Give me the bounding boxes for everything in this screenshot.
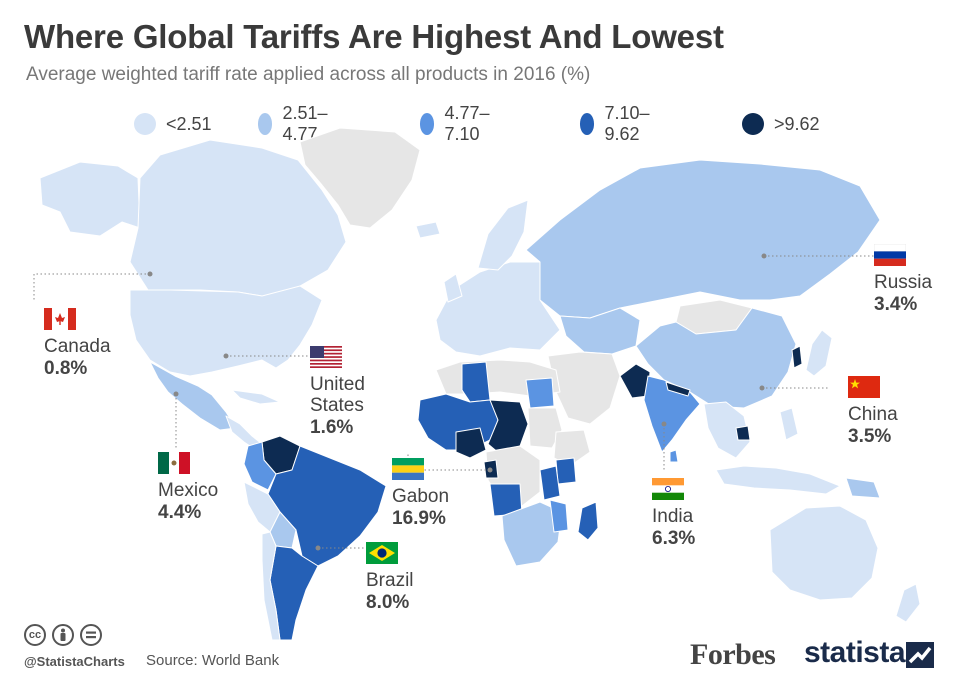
mexico-value: 4.4% bbox=[158, 502, 202, 523]
legend-item-4: 7.10–9.62 bbox=[580, 103, 657, 144]
algeria-region bbox=[461, 361, 491, 403]
gabon-value: 16.9% bbox=[392, 508, 446, 529]
australia-region bbox=[769, 505, 879, 601]
gabon-name: Gabon bbox=[392, 486, 450, 507]
russia-region bbox=[525, 159, 881, 319]
mexico-marker bbox=[173, 391, 179, 397]
gabon-marker bbox=[487, 467, 493, 473]
legend-swatch-2 bbox=[258, 113, 273, 135]
united-states-name: United States bbox=[310, 374, 365, 416]
madagascar-region bbox=[577, 501, 599, 541]
callout-india: India 6.3% bbox=[652, 478, 695, 551]
mozambique-region bbox=[549, 499, 569, 533]
canada-value: 0.8% bbox=[44, 358, 88, 379]
canada-marker bbox=[147, 271, 153, 277]
license-icons: cc bbox=[24, 624, 102, 646]
russia-marker bbox=[761, 253, 767, 259]
legend-label-5: >9.62 bbox=[774, 113, 820, 134]
canada-name: Canada bbox=[44, 336, 111, 357]
kenya-region bbox=[555, 457, 577, 485]
philippines-region bbox=[779, 407, 799, 441]
statista-logo-icon bbox=[906, 642, 934, 668]
callout-mexico: Mexico 4.4% bbox=[158, 452, 218, 525]
alaska-region bbox=[39, 161, 141, 237]
china-marker bbox=[759, 385, 765, 391]
cambodia-region bbox=[735, 425, 751, 441]
india-value: 6.3% bbox=[652, 528, 696, 549]
statista-logo: statista bbox=[804, 636, 906, 669]
source-text: Source: World Bank bbox=[146, 652, 280, 669]
brazil-name: Brazil bbox=[366, 570, 414, 591]
russia-flag-icon bbox=[874, 244, 906, 266]
legend-swatch-1 bbox=[134, 113, 156, 135]
russia-name: Russia bbox=[874, 272, 933, 293]
korea-region bbox=[791, 345, 803, 369]
legend-swatch-4 bbox=[580, 113, 595, 135]
creative-commons-icon: cc bbox=[24, 624, 46, 646]
scandinavia-region bbox=[477, 199, 529, 271]
legend-item-1: <2.51 bbox=[134, 112, 212, 136]
legend-item-3: 4.77–7.10 bbox=[420, 103, 497, 144]
forbes-logo: Forbes bbox=[690, 638, 776, 671]
chart-subtitle: Average weighted tariff rate applied acr… bbox=[26, 64, 591, 85]
statista-handle: @StatistaCharts bbox=[24, 654, 125, 669]
nepal-region bbox=[665, 381, 691, 397]
greenland-region bbox=[299, 127, 421, 229]
nigeria-region bbox=[455, 427, 487, 459]
brazil-marker bbox=[315, 545, 321, 551]
indonesia-region bbox=[715, 465, 841, 495]
chile-region bbox=[261, 531, 281, 641]
callout-gabon: Gabon 16.9% bbox=[392, 458, 449, 531]
china-name: China bbox=[848, 404, 898, 425]
chart-title: Where Global Tariffs Are Highest And Low… bbox=[24, 18, 724, 55]
callout-china: China 3.5% bbox=[848, 376, 898, 449]
usa-region bbox=[129, 285, 323, 377]
japan-region bbox=[805, 329, 833, 377]
attribution-icon bbox=[52, 624, 74, 646]
legend-label-4: 7.10–9.62 bbox=[604, 103, 650, 144]
mexico-region bbox=[149, 361, 237, 431]
caribbean-region bbox=[231, 389, 281, 405]
egypt-region bbox=[525, 377, 555, 409]
india-flag-icon bbox=[652, 478, 684, 500]
callout-canada: Canada 0.8% bbox=[44, 308, 111, 381]
callout-russia: Russia 3.4% bbox=[874, 244, 932, 317]
india-name: India bbox=[652, 506, 694, 527]
china-flag-icon bbox=[848, 376, 880, 398]
southern-africa-region bbox=[501, 501, 563, 567]
brazil-value: 8.0% bbox=[366, 592, 410, 613]
canada-leader-line bbox=[33, 273, 150, 300]
usa-marker bbox=[223, 353, 229, 359]
ethiopia-region bbox=[553, 429, 591, 467]
southeast-asia-region bbox=[703, 401, 751, 459]
png-region bbox=[845, 477, 881, 499]
legend-item-5: >9.62 bbox=[742, 112, 820, 136]
legend-swatch-5 bbox=[742, 113, 764, 135]
brazil-flag-icon bbox=[366, 542, 398, 564]
new-zealand-region bbox=[895, 583, 921, 623]
russia-value: 3.4% bbox=[874, 294, 918, 315]
mexico-name: Mexico bbox=[158, 480, 219, 501]
colombia-region bbox=[243, 441, 277, 491]
iceland-region bbox=[415, 221, 441, 239]
mexico-flag-icon bbox=[158, 452, 190, 474]
no-derivatives-icon bbox=[80, 624, 102, 646]
uk-region bbox=[443, 273, 463, 303]
united-states-value: 1.6% bbox=[310, 417, 354, 438]
legend-label-1: <2.51 bbox=[166, 113, 212, 134]
usa-flag-icon bbox=[310, 346, 342, 368]
callout-united-states: United States 1.6% bbox=[310, 346, 365, 440]
sri-lanka-region bbox=[669, 449, 679, 463]
canada-flag-icon bbox=[44, 308, 76, 330]
legend-label-3: 4.77–7.10 bbox=[444, 103, 490, 144]
china-value: 3.5% bbox=[848, 426, 892, 447]
legend-swatch-3 bbox=[420, 113, 435, 135]
europe-region bbox=[435, 261, 561, 357]
middle-east-region bbox=[547, 351, 621, 425]
callout-brazil: Brazil 8.0% bbox=[366, 542, 414, 615]
tanzania-region bbox=[539, 465, 561, 501]
gabon-flag-icon bbox=[392, 458, 424, 480]
india-marker bbox=[661, 421, 667, 427]
